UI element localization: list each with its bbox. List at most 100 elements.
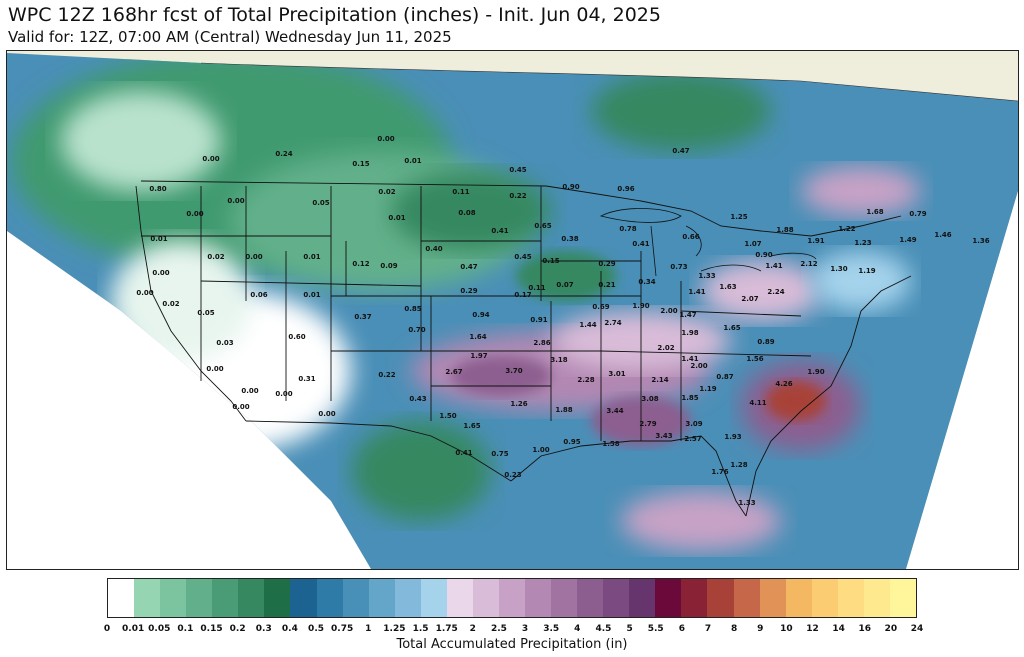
precip-value-label: 0.41 xyxy=(632,240,649,248)
precip-value-label: 0.00 xyxy=(275,390,292,398)
colorbar-tick-label: 1.5 xyxy=(412,624,429,634)
colorbar-segment xyxy=(603,579,630,617)
colorbar-tick-label: 8 xyxy=(730,624,738,634)
precip-value-label: 1.26 xyxy=(510,400,527,408)
precip-value-label: 0.11 xyxy=(452,188,469,196)
colorbar-segment xyxy=(342,579,369,617)
colorbar-tick-label: 2.5 xyxy=(490,624,507,634)
precip-value-label: 1.98 xyxy=(681,329,698,337)
colorbar-segment xyxy=(577,579,604,617)
precip-value-label: 1.91 xyxy=(807,237,824,245)
precip-value-label: 0.00 xyxy=(318,410,335,418)
colorbar-segment xyxy=(472,579,499,617)
colorbar-segment xyxy=(290,579,317,617)
colorbar-tick-label: 1 xyxy=(365,624,372,634)
precip-value-label: 1.44 xyxy=(579,321,596,329)
precip-value-label: 0.73 xyxy=(670,263,687,271)
colorbar-segment xyxy=(212,579,239,617)
precip-value-label: 0.78 xyxy=(619,225,636,233)
colorbar-tick-label: 0.01 xyxy=(122,624,145,634)
precip-value-label: 0.08 xyxy=(458,209,475,217)
precip-value-label: 0.06 xyxy=(250,291,267,299)
precip-value-label: 0.00 xyxy=(232,403,249,411)
precip-value-label: 0.05 xyxy=(197,309,214,317)
precip-value-label: 0.15 xyxy=(542,257,559,265)
precip-value-label: 2.00 xyxy=(660,307,677,315)
precip-value-label: 1.65 xyxy=(463,422,480,430)
precipitation-map: 0.24 0.00 0.00 0.15 0.01 0.45 0.47 0.80 0.00 0.02… xyxy=(6,50,1019,570)
precip-value-label: 0.47 xyxy=(460,263,477,271)
colorbar-tick-label: 0.75 xyxy=(331,624,354,634)
colorbar-segment xyxy=(551,579,578,617)
precip-value-label: 3.43 xyxy=(655,432,672,440)
precip-value-label: 0.70 xyxy=(408,326,425,334)
precip-value-label: 0.24 xyxy=(275,150,292,158)
colorbar-tick-label: 0.1 xyxy=(177,624,194,634)
colorbar-segment xyxy=(238,579,265,617)
precip-value-label: 1.46 xyxy=(934,231,951,239)
precip-value-label: 1.41 xyxy=(765,262,782,270)
precip-value-label: 0.00 xyxy=(152,269,169,277)
precip-value-label: 2.07 xyxy=(741,295,758,303)
colorbar-segment xyxy=(498,579,525,617)
colorbar-segment xyxy=(420,579,447,617)
colorbar-tick-label: 4.5 xyxy=(595,624,612,634)
colorbar-segment xyxy=(134,579,161,617)
precip-value-label: 0.87 xyxy=(716,373,733,381)
colorbar-segment xyxy=(837,579,864,617)
precip-value-label: 0.45 xyxy=(509,166,526,174)
precip-value-label: 0.01 xyxy=(303,253,320,261)
colorbar-segment xyxy=(394,579,421,617)
precip-value-label: 0.37 xyxy=(354,313,371,321)
precip-value-label: 1.47 xyxy=(679,311,696,319)
precip-value-label: 3.09 xyxy=(685,420,702,428)
colorbar-tick-label: 24 xyxy=(910,624,924,634)
precip-value-label: 4.26 xyxy=(775,380,792,388)
colorbar-tick-label: 1.75 xyxy=(435,624,458,634)
precip-value-label: 0.00 xyxy=(202,155,219,163)
precip-value-label: 0.31 xyxy=(298,375,315,383)
precip-value-label: 1.33 xyxy=(698,272,715,280)
precip-value-label: 0.96 xyxy=(617,185,634,193)
colorbar-tick-label: 0 xyxy=(103,624,111,634)
colorbar-tick-label: 6 xyxy=(678,624,685,634)
value-labels: 0.24 0.00 0.00 0.15 0.01 0.45 0.47 0.80 0.00 0.02… xyxy=(136,135,989,507)
precip-value-label: 1.33 xyxy=(738,499,755,507)
precip-value-label: 0.80 xyxy=(149,185,166,193)
precip-value-label: 0.38 xyxy=(561,235,578,243)
precip-value-label: 0.00 xyxy=(245,253,262,261)
precip-value-label: 0.00 xyxy=(136,289,153,297)
precip-value-label: 3.18 xyxy=(550,356,567,364)
colorbar-segment xyxy=(733,579,760,617)
precip-value-label: 1.58 xyxy=(602,440,619,448)
precip-value-label: 0.75 xyxy=(491,450,508,458)
precip-value-label: 0.79 xyxy=(909,210,926,218)
precip-value-label: 0.00 xyxy=(186,210,203,218)
precip-value-label: 0.60 xyxy=(288,333,305,341)
precip-value-label: 0.03 xyxy=(216,339,233,347)
precip-value-label: 0.91 xyxy=(530,316,547,324)
precip-value-label: 1.64 xyxy=(469,333,486,341)
precip-value-label: 1.07 xyxy=(744,240,761,248)
precip-value-label: 1.56 xyxy=(746,355,763,363)
colorbar-segment xyxy=(316,579,343,617)
colorbar-tick-label: 14 xyxy=(832,624,845,634)
precip-value-label: 0.23 xyxy=(504,471,521,479)
colorbar-ticks: 0 0.01 0.05 0.1 0.15 0.2 0.3 0.4 0.5 0.75 1 1.25 1.5… xyxy=(103,624,923,636)
precip-value-label: 1.36 xyxy=(972,237,989,245)
precip-value-label: 1.30 xyxy=(830,265,847,273)
colorbar-segment xyxy=(160,579,187,617)
colorbar-tick-label: 7 xyxy=(704,624,712,634)
colorbar-tick-label: 0.5 xyxy=(308,624,325,634)
precip-value-label: 0.01 xyxy=(404,157,421,165)
precip-value-label: 4.11 xyxy=(749,399,766,407)
colorbar-tick-label: 9 xyxy=(757,624,764,634)
precip-value-label: 0.02 xyxy=(207,253,224,261)
precip-value-label: 0.11 xyxy=(528,284,545,292)
colorbar-segment xyxy=(759,579,786,617)
precip-value-label: 0.00 xyxy=(241,387,258,395)
colorbar-segment xyxy=(525,579,552,617)
precip-value-label: 0.00 xyxy=(377,135,394,143)
colorbar-segment xyxy=(446,579,473,617)
colorbar-tick-label: 12 xyxy=(806,624,819,634)
